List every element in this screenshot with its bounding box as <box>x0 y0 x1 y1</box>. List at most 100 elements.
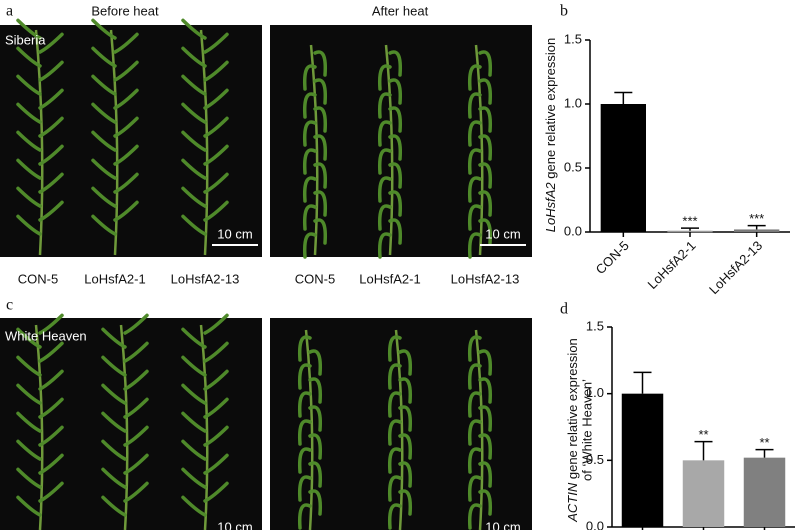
plant-leaf <box>302 176 317 203</box>
plant-leaf <box>16 130 42 152</box>
bar <box>743 457 786 527</box>
plant-leaf <box>313 78 328 105</box>
plant-leaf <box>478 489 493 516</box>
plant-leaf <box>308 489 323 516</box>
plant-leaf <box>91 46 117 68</box>
plant-leaf <box>478 433 493 460</box>
after-heat-label: After heat <box>372 3 429 18</box>
plant-leaf <box>387 335 402 362</box>
plant-leaf <box>313 134 328 161</box>
plant-stem <box>309 44 319 256</box>
plant-leaf <box>308 349 323 376</box>
plant-leaf <box>123 313 149 335</box>
plant-leaf <box>38 88 64 110</box>
line-label: CON-5 <box>18 271 58 286</box>
plant-leaf <box>302 204 317 231</box>
plant-leaf <box>297 363 312 390</box>
plant-leaf <box>387 447 402 474</box>
plant-leaf <box>16 158 42 180</box>
y-axis-label: LoHsfA2 gene relative expression <box>543 38 558 232</box>
plant-leaf <box>377 120 392 147</box>
y-tick-label: 0.5 <box>586 452 604 467</box>
plant-leaf <box>38 116 64 138</box>
plant-leaf <box>203 313 229 335</box>
plant-leaf <box>113 172 139 194</box>
x-tick-label: LoHsfA2-13 <box>706 238 765 297</box>
plant-leaf <box>377 92 392 119</box>
plant-leaf <box>478 134 493 161</box>
plant-leaf <box>478 162 493 189</box>
significance: *** <box>682 214 697 229</box>
plant-leaf <box>467 120 482 147</box>
plant-leaf <box>302 120 317 147</box>
plant-leaf <box>313 162 328 189</box>
plant-leaf <box>388 190 403 217</box>
plant-leaf <box>398 377 413 404</box>
y-tick-label: 0.0 <box>586 518 604 530</box>
plant-leaf <box>478 349 493 376</box>
plant-leaf <box>478 190 493 217</box>
plant-stem <box>34 324 44 530</box>
plant-leaf <box>91 186 117 208</box>
plant-leaf <box>16 495 42 517</box>
plant-leaf <box>203 481 229 503</box>
plant-leaf <box>388 134 403 161</box>
y-label-text: gene relative expression <box>565 338 580 479</box>
scale-label: 10 cm <box>217 226 252 241</box>
plant-stem <box>199 29 209 256</box>
plant-leaf <box>38 369 64 391</box>
plant-leaf <box>203 60 229 82</box>
scale-label: 10 cm <box>485 519 520 530</box>
plant-leaf <box>203 397 229 419</box>
plant-leaf <box>101 439 127 461</box>
plant-leaf <box>387 419 402 446</box>
bar <box>621 393 664 527</box>
plant-leaf <box>16 383 42 405</box>
plant-leaf <box>101 467 127 489</box>
plant-leaf <box>113 116 139 138</box>
plant-leaf <box>181 74 207 96</box>
y-tick-label: 1.0 <box>564 95 582 110</box>
plant-leaf <box>38 200 64 222</box>
plant-leaf <box>398 405 413 432</box>
plant-leaf <box>388 162 403 189</box>
before-heat-label: Before heat <box>91 3 159 18</box>
plant-leaf <box>478 78 493 105</box>
significance: *** <box>749 211 764 226</box>
plant-leaf <box>16 102 42 124</box>
plant-leaf <box>377 204 392 231</box>
plant-leaf <box>308 433 323 460</box>
panel-letter: b <box>560 3 568 20</box>
plant-leaf <box>203 425 229 447</box>
y-label-gene: LoHsfA2 <box>543 182 558 233</box>
cultivar-label: White Heaven <box>5 328 87 343</box>
plant-leaf <box>467 64 482 91</box>
plant-leaf <box>203 172 229 194</box>
plant-leaf <box>388 50 403 77</box>
plant-leaf <box>398 461 413 488</box>
plant-leaf <box>91 214 117 236</box>
plant-leaf <box>377 148 392 175</box>
line-label: LoHsfA2-1 <box>359 271 420 286</box>
plant-leaf <box>16 186 42 208</box>
plant-leaf <box>387 363 402 390</box>
plant-leaf <box>181 130 207 152</box>
plant-leaf <box>203 88 229 110</box>
plant-leaf <box>181 158 207 180</box>
plant-leaf <box>113 144 139 166</box>
panel-letter: c <box>6 297 13 314</box>
plant-leaf <box>113 60 139 82</box>
line-label: LoHsfA2-13 <box>451 271 520 286</box>
plant-leaf <box>181 355 207 377</box>
plant-leaf <box>16 467 42 489</box>
plant-leaf <box>38 481 64 503</box>
y-axis-label: of ‘White Heaven’ <box>579 379 594 481</box>
plant-leaf <box>203 341 229 363</box>
plant-leaf <box>478 218 493 245</box>
plant-leaf <box>467 92 482 119</box>
plant-leaf <box>38 425 64 447</box>
plant-leaf <box>101 383 127 405</box>
panel-letter: d <box>560 301 568 318</box>
plant-leaf <box>203 116 229 138</box>
x-tick-label: CON-5 <box>593 238 632 277</box>
